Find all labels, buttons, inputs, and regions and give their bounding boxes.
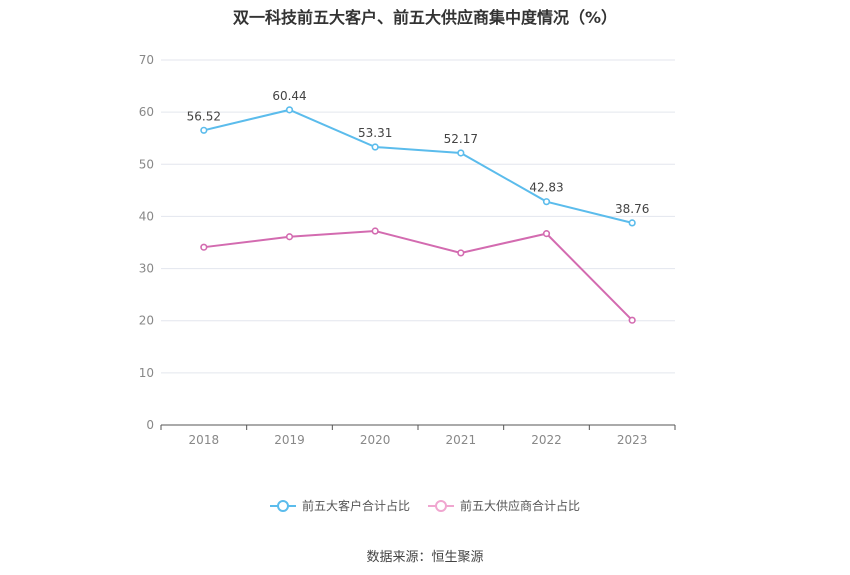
x-tick-label: 2019 [274, 433, 305, 447]
legend-label-customers: 前五大客户合计占比 [301, 499, 410, 513]
x-tick-label: 2018 [189, 433, 220, 447]
legend-label-suppliers: 前五大供应商合计占比 [460, 499, 581, 513]
data-label: 53.31 [358, 126, 392, 140]
legend-swatch-suppliers [428, 499, 454, 512]
y-tick-label: 10 [139, 366, 154, 380]
data-point [457, 149, 465, 157]
y-tick-label: 60 [139, 105, 154, 119]
y-tick-label: 30 [139, 262, 154, 276]
series-line-1 [203, 230, 633, 321]
series-layer: 56.52 60.44 53.31 52.17 42.83 38.76 [187, 89, 649, 324]
y-tick-label: 70 [139, 53, 154, 67]
data-point [628, 219, 636, 227]
chart-title: 双一科技前五大客户、前五大供应商集中度情况（%） [232, 8, 618, 27]
x-tick-label: 2021 [446, 433, 477, 447]
data-label: 56.52 [187, 109, 221, 123]
x-tick-label: 2022 [531, 433, 562, 447]
gridlines [161, 59, 675, 374]
data-point [371, 143, 379, 151]
x-axis: 2018 2019 2020 2021 2022 2023 [160, 424, 676, 447]
y-tick-label: 40 [139, 209, 154, 223]
data-point [200, 126, 208, 134]
data-point [457, 249, 465, 257]
data-point [285, 106, 294, 114]
y-axis: 0 10 20 30 40 50 60 70 [139, 53, 154, 432]
data-point [285, 233, 294, 241]
y-tick-label: 50 [139, 157, 154, 171]
data-label: 60.44 [272, 89, 306, 103]
data-label: 52.17 [444, 132, 478, 146]
data-point [371, 227, 379, 235]
y-tick-label: 0 [146, 418, 154, 432]
series-line-0 [203, 108, 633, 224]
y-tick-label: 20 [139, 314, 154, 328]
legend-swatch-customers [269, 499, 296, 512]
data-point [542, 230, 551, 238]
data-point [628, 316, 636, 324]
legend-item-suppliers[interactable]: 前五大供应商合计占比 [428, 497, 580, 514]
legend-item-customers[interactable]: 前五大客户合计占比 [269, 497, 410, 514]
data-label: 38.76 [615, 202, 649, 216]
data-label: 42.83 [529, 181, 563, 195]
data-point [542, 198, 551, 206]
data-point [200, 243, 208, 251]
x-tick-label: 2020 [360, 433, 391, 447]
x-tick-label: 2023 [617, 433, 648, 447]
data-source: 数据来源：恒生聚源 [366, 550, 484, 565]
legend: 前五大客户合计占比 前五大供应商合计占比 [0, 497, 850, 514]
